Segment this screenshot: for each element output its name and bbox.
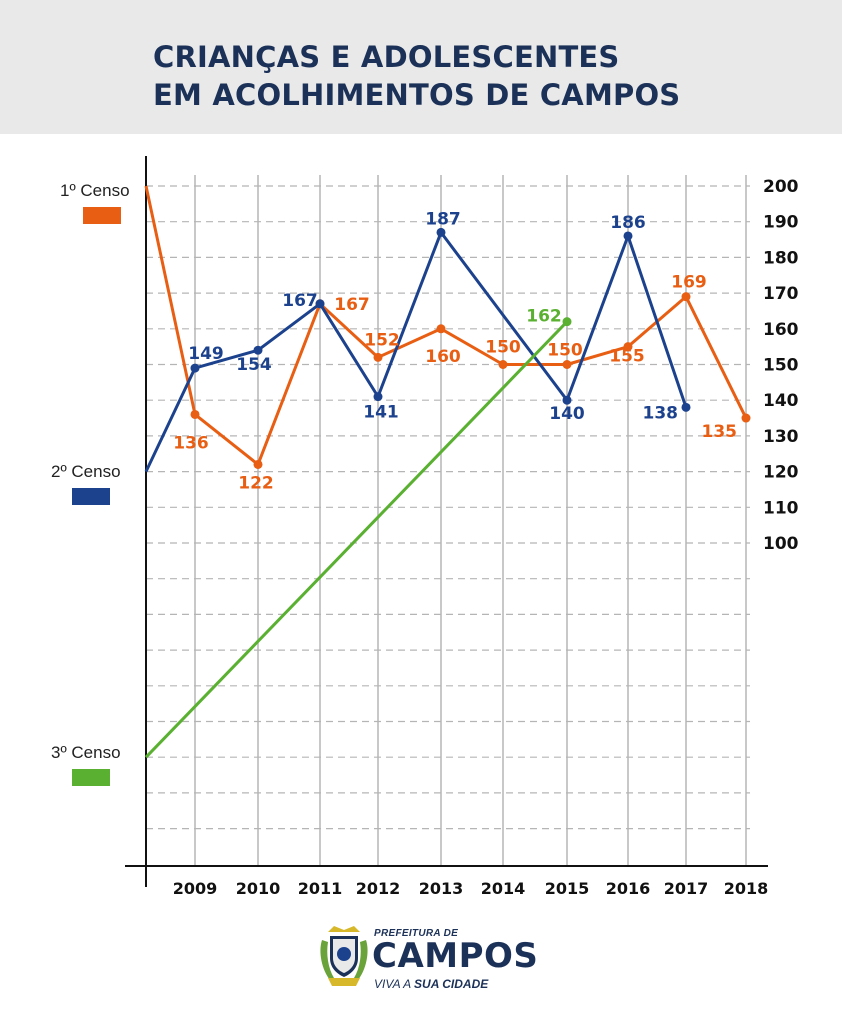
grid (146, 175, 750, 866)
legend-swatch-censo3 (72, 769, 110, 786)
y-tick-label: 140 (763, 391, 799, 411)
data-label: 140 (549, 404, 585, 424)
logo-slogan-b: SUA CIDADE (414, 977, 489, 991)
header-banner: CRIANÇAS E ADOLESCENTES EM ACOLHIMENTOS … (0, 0, 842, 134)
x-tick-label: 2012 (356, 879, 401, 898)
logo-top-text: PREFEITURA DE (374, 928, 459, 939)
y-tick-label: 160 (763, 320, 799, 340)
data-point (623, 231, 633, 241)
x-tick-label: 2010 (236, 879, 281, 898)
coat-of-arms-icon (320, 926, 368, 986)
data-point (315, 299, 325, 309)
prefeitura-logo: PREFEITURA DE CAMPOS VIVA A SUA CIDADE (318, 920, 538, 995)
data-point (681, 292, 691, 302)
data-label: 138 (643, 403, 679, 423)
x-tick-label: 2016 (606, 879, 651, 898)
legend-label-censo1: 1º Censo (60, 181, 130, 200)
axes (125, 156, 768, 887)
chart-title-line1: CRIANÇAS E ADOLESCENTES (153, 40, 620, 74)
data-label: 160 (425, 347, 461, 367)
data-point (373, 352, 383, 362)
logo-main-text: CAMPOS (372, 936, 539, 976)
data-label: 187 (425, 209, 461, 229)
logo-slogan: VIVA A SUA CIDADE (374, 977, 488, 991)
data-label: 149 (188, 344, 224, 364)
series-line-3 (144, 320, 569, 759)
x-tick-label: 2014 (481, 879, 526, 898)
y-tick-label: 150 (763, 356, 799, 376)
data-point (498, 360, 508, 369)
data-point (623, 342, 633, 352)
data-point (253, 345, 263, 355)
data-point (681, 402, 691, 412)
x-tick-label: 2017 (664, 879, 709, 898)
legend-label-censo2: 2º Censo (51, 462, 121, 481)
data-point (253, 459, 263, 469)
x-tick-label: 2013 (419, 879, 464, 898)
y-tick-label: 170 (763, 284, 799, 304)
y-tick-label: 190 (763, 213, 799, 233)
data-label: 150 (547, 341, 583, 361)
series (144, 185, 751, 759)
data-label: 169 (671, 273, 707, 293)
data-label: 135 (702, 422, 738, 442)
x-tick-label: 2015 (545, 879, 590, 898)
data-point (190, 363, 200, 373)
chart-title-line2: EM ACOLHIMENTOS DE CAMPOS (153, 78, 681, 112)
data-point (436, 227, 446, 237)
data-label: 167 (334, 295, 370, 315)
legend-label-censo3: 3º Censo (51, 743, 121, 762)
logo-slogan-a: VIVA A (374, 977, 415, 991)
data-point (741, 413, 751, 423)
data-point (562, 360, 572, 369)
line-chart: 200 190 180 170 160 150 140 130 120 110 100 2009 201… (125, 156, 799, 898)
data-point (562, 317, 572, 327)
labels: 200 190 180 170 160 150 140 130 120 110 100 2009 201… (173, 177, 799, 898)
data-label: 150 (485, 338, 521, 358)
x-tick-label: 2018 (724, 879, 769, 898)
data-point (436, 324, 446, 334)
data-label: 167 (282, 291, 318, 311)
y-tick-label: 130 (763, 427, 799, 447)
data-label: 154 (236, 355, 272, 375)
data-label: 122 (238, 473, 274, 493)
y-tick-label: 120 (763, 463, 799, 483)
y-tick-label: 200 (763, 177, 799, 197)
y-tick-label: 180 (763, 248, 799, 268)
y-tick-label: 110 (763, 498, 799, 518)
data-point (190, 409, 200, 419)
data-label: 155 (609, 347, 645, 367)
y-tick-label: 100 (763, 534, 799, 554)
legend-swatch-censo1 (83, 207, 121, 224)
data-label: 152 (364, 330, 400, 350)
data-label: 141 (363, 403, 399, 423)
data-label: 136 (173, 433, 209, 453)
legend-swatch-censo2 (72, 488, 110, 505)
data-label: 186 (610, 213, 646, 233)
data-point (562, 395, 572, 405)
x-tick-label: 2009 (173, 879, 218, 898)
x-tick-label: 2011 (298, 879, 343, 898)
data-point (373, 392, 383, 402)
data-label: 162 (526, 307, 562, 327)
